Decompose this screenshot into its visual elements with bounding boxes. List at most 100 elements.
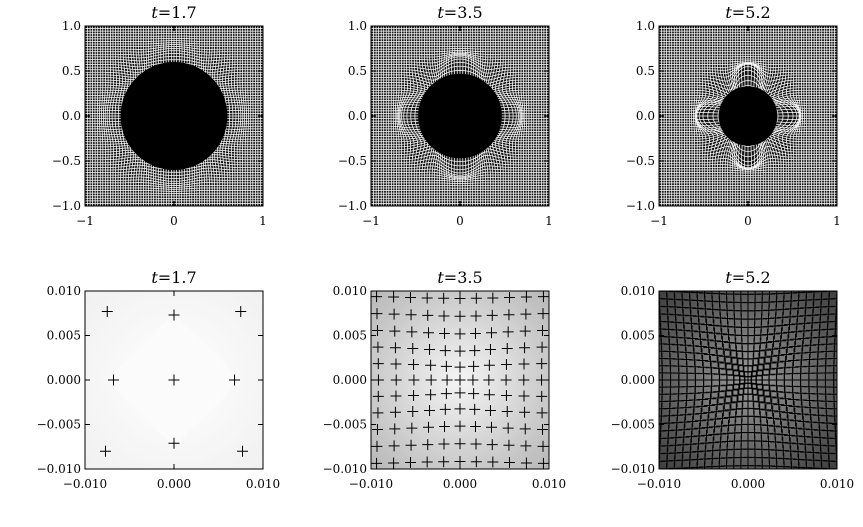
panel-title: t=3.5 bbox=[437, 3, 482, 22]
y-tick-label: 0.0 bbox=[636, 109, 655, 123]
plus-marker bbox=[796, 347, 808, 359]
plus-marker bbox=[405, 309, 417, 321]
plus-marker bbox=[797, 333, 809, 345]
plus-marker bbox=[388, 291, 400, 303]
plus-marker bbox=[712, 392, 724, 404]
plus-marker bbox=[537, 291, 549, 303]
plus-marker bbox=[678, 431, 690, 443]
plus-marker bbox=[772, 392, 784, 404]
plus-marker bbox=[726, 358, 738, 370]
plus-marker bbox=[781, 407, 793, 419]
plus-marker bbox=[754, 411, 766, 423]
plus-marker bbox=[759, 397, 771, 409]
plus-marker bbox=[701, 326, 713, 338]
plus-marker bbox=[685, 310, 697, 322]
plus-marker bbox=[773, 399, 785, 411]
plus-marker bbox=[718, 350, 730, 362]
y-tick-label: 1.0 bbox=[62, 19, 81, 33]
plus-marker bbox=[726, 390, 738, 402]
plus-marker bbox=[484, 344, 496, 356]
mesh-line-h bbox=[85, 42, 263, 45]
plus-marker bbox=[790, 333, 802, 345]
plus-marker bbox=[470, 456, 482, 468]
panel-4: −0.010 0.000 0.010 0.010 0.005 0.000 −0.005 −0.… bbox=[37, 268, 281, 491]
plus-marker bbox=[687, 408, 699, 420]
x-tick-label: 0.010 bbox=[246, 477, 280, 491]
mesh-line-h bbox=[85, 53, 263, 59]
plus-marker bbox=[438, 456, 450, 468]
panel-title: t=5.2 bbox=[725, 268, 770, 287]
mesh-line-v bbox=[777, 26, 798, 206]
plus-marker bbox=[775, 335, 787, 347]
mesh-line-h bbox=[371, 54, 549, 64]
y-tick-label: −0.005 bbox=[611, 418, 655, 432]
plus-marker bbox=[536, 390, 548, 402]
x-tick-label: −1 bbox=[362, 214, 380, 228]
plus-marker bbox=[371, 424, 383, 436]
x-tick-label: −1 bbox=[650, 214, 668, 228]
plus-marker bbox=[757, 384, 769, 396]
time-value: =3.5 bbox=[444, 268, 483, 287]
plus-marker bbox=[518, 374, 530, 386]
plus-marker bbox=[537, 424, 549, 436]
plus-marker bbox=[718, 398, 730, 410]
plus-marker bbox=[754, 337, 766, 349]
plus-marker bbox=[440, 360, 452, 372]
y-tick-label: −0.005 bbox=[323, 418, 367, 432]
mesh-line-h bbox=[371, 70, 549, 81]
plus-marker bbox=[388, 440, 400, 452]
plus-marker bbox=[422, 421, 434, 433]
dense-region bbox=[418, 73, 502, 159]
plus-marker bbox=[697, 355, 709, 367]
plus-marker bbox=[425, 389, 437, 401]
plus-marker bbox=[454, 374, 466, 386]
plus-marker bbox=[771, 362, 783, 374]
plus-marker bbox=[422, 309, 434, 321]
mesh-line-v bbox=[803, 26, 805, 206]
plus-marker bbox=[775, 327, 787, 339]
plus-marker bbox=[752, 359, 764, 371]
plus-marker bbox=[788, 400, 800, 412]
mesh-line-v bbox=[236, 26, 242, 206]
plus-marker bbox=[733, 365, 745, 377]
panel-title: t=5.2 bbox=[725, 3, 770, 22]
plus-marker bbox=[724, 404, 736, 416]
plus-marker bbox=[390, 390, 402, 402]
plus-marker bbox=[685, 317, 697, 329]
mesh-line-v bbox=[247, 26, 249, 206]
plus-marker bbox=[520, 440, 532, 452]
mesh-line-v bbox=[512, 26, 521, 206]
mesh-line-h bbox=[371, 52, 549, 58]
plus-marker bbox=[536, 407, 548, 419]
plus-marker bbox=[777, 437, 789, 449]
plus-marker bbox=[519, 423, 531, 435]
x-tick-label: 0 bbox=[456, 214, 464, 228]
plus-marker bbox=[769, 428, 781, 440]
plus-marker bbox=[753, 396, 765, 408]
plus-marker bbox=[723, 412, 735, 424]
y-tick-label: 0.005 bbox=[47, 329, 81, 343]
plus-marker bbox=[783, 319, 795, 331]
mesh-line-v bbox=[517, 26, 523, 206]
plus-marker bbox=[424, 404, 436, 416]
plus-marker bbox=[469, 403, 481, 415]
plus-marker bbox=[765, 391, 777, 403]
plus-marker bbox=[789, 341, 801, 353]
time-symbol: t bbox=[437, 268, 444, 287]
plus-marker bbox=[772, 356, 784, 368]
plus-marker bbox=[470, 292, 482, 304]
mesh-line-h bbox=[659, 60, 837, 63]
plus-marker bbox=[700, 437, 712, 449]
mesh-line-v bbox=[228, 26, 234, 206]
plus-marker bbox=[500, 374, 512, 386]
plus-marker bbox=[101, 305, 113, 317]
plus-marker bbox=[709, 413, 721, 425]
plus-marker bbox=[504, 291, 516, 303]
mesh-line-h bbox=[371, 56, 549, 67]
plus-marker bbox=[787, 393, 799, 405]
plus-marker bbox=[715, 320, 727, 332]
plus-marker bbox=[693, 430, 705, 442]
plus-marker bbox=[686, 423, 698, 435]
y-tick-label: 0.0 bbox=[348, 109, 367, 123]
plus-marker bbox=[454, 420, 466, 432]
